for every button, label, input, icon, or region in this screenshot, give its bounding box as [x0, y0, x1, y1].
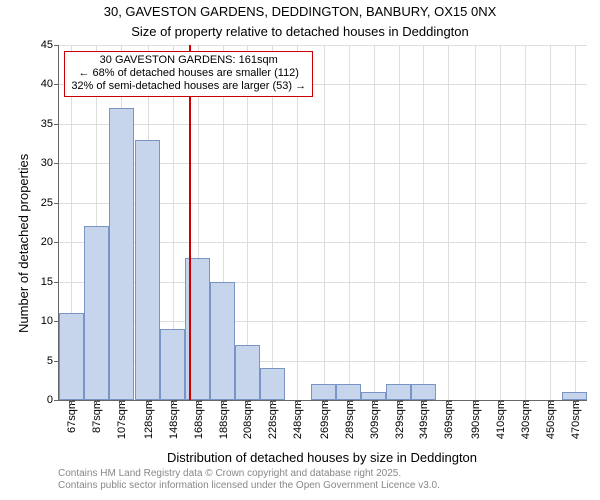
x-tick-mark — [297, 400, 298, 405]
histogram-bar — [109, 108, 134, 400]
annotation-line-3: 32% of semi-detached houses are larger (… — [71, 80, 306, 93]
x-tick-label: 309sqm — [367, 400, 381, 439]
y-tick-mark — [54, 242, 59, 243]
x-tick-mark — [247, 400, 248, 405]
grid-line-vertical — [349, 45, 350, 400]
histogram-bar — [84, 226, 109, 400]
x-tick-label: 107sqm — [114, 400, 128, 439]
x-tick-mark — [198, 400, 199, 405]
histogram-bar — [235, 345, 260, 400]
y-axis-label: Number of detached properties — [16, 153, 31, 332]
annotation-line-2: ← 68% of detached houses are smaller (11… — [71, 67, 306, 80]
grid-line-vertical — [500, 45, 501, 400]
x-tick-label: 450sqm — [543, 400, 557, 439]
histogram-bar — [59, 313, 84, 400]
chart-title-line1: 30, GAVESTON GARDENS, DEDDINGTON, BANBUR… — [0, 0, 600, 20]
x-tick-label: 289sqm — [342, 400, 356, 439]
x-tick-label: 228sqm — [265, 400, 279, 439]
x-tick-mark — [475, 400, 476, 405]
x-tick-mark — [121, 400, 122, 405]
grid-line-vertical — [324, 45, 325, 400]
x-tick-mark — [525, 400, 526, 405]
footer-line-2: Contains public sector information licen… — [58, 480, 440, 492]
histogram-bar — [336, 384, 361, 400]
grid-line-vertical — [475, 45, 476, 400]
y-tick-mark — [54, 203, 59, 204]
x-tick-mark — [223, 400, 224, 405]
x-tick-label: 208sqm — [240, 400, 254, 439]
footer-line-1: Contains HM Land Registry data © Crown c… — [58, 468, 440, 480]
x-tick-mark — [550, 400, 551, 405]
plot-area: 05101520253035404567sqm87sqm107sqm128sqm… — [58, 45, 587, 401]
grid-line-vertical — [374, 45, 375, 400]
x-tick-label: 349sqm — [416, 400, 430, 439]
x-axis-label: Distribution of detached houses by size … — [58, 450, 586, 465]
histogram-bar — [411, 384, 436, 400]
x-tick-label: 269sqm — [317, 400, 331, 439]
chart-title-line2: Size of property relative to detached ho… — [0, 20, 600, 40]
grid-line-vertical — [399, 45, 400, 400]
x-tick-label: 128sqm — [141, 400, 155, 439]
histogram-bar — [361, 392, 386, 400]
y-tick-mark — [54, 163, 59, 164]
grid-line-vertical — [525, 45, 526, 400]
x-tick-label: 248sqm — [290, 400, 304, 439]
x-tick-label: 430sqm — [518, 400, 532, 439]
grid-line-vertical — [550, 45, 551, 400]
y-tick-mark — [54, 400, 59, 401]
histogram-chart: 30, GAVESTON GARDENS, DEDDINGTON, BANBUR… — [0, 0, 600, 500]
x-tick-label: 329sqm — [392, 400, 406, 439]
histogram-bar — [562, 392, 587, 400]
grid-line-vertical — [575, 45, 576, 400]
histogram-bar — [311, 384, 336, 400]
grid-line-vertical — [297, 45, 298, 400]
histogram-bar — [160, 329, 185, 400]
grid-line-vertical — [423, 45, 424, 400]
histogram-bar — [386, 384, 411, 400]
x-tick-mark — [173, 400, 174, 405]
x-tick-mark — [500, 400, 501, 405]
x-tick-mark — [374, 400, 375, 405]
x-tick-mark — [71, 400, 72, 405]
x-tick-label: 188sqm — [216, 400, 230, 439]
grid-line-vertical — [448, 45, 449, 400]
x-tick-mark — [272, 400, 273, 405]
annotation-line-1: 30 GAVESTON GARDENS: 161sqm — [71, 54, 306, 67]
x-tick-mark — [349, 400, 350, 405]
reference-line — [189, 45, 191, 400]
x-tick-mark — [148, 400, 149, 405]
y-tick-mark — [54, 84, 59, 85]
x-tick-mark — [324, 400, 325, 405]
histogram-bar — [210, 282, 235, 400]
grid-line-vertical — [272, 45, 273, 400]
x-tick-label: 168sqm — [191, 400, 205, 439]
y-tick-mark — [54, 282, 59, 283]
x-tick-mark — [399, 400, 400, 405]
x-tick-label: 470sqm — [568, 400, 582, 439]
chart-footer: Contains HM Land Registry data © Crown c… — [58, 468, 440, 492]
x-tick-mark — [575, 400, 576, 405]
annotation-box: 30 GAVESTON GARDENS: 161sqm← 68% of deta… — [64, 51, 313, 97]
x-tick-label: 148sqm — [166, 400, 180, 439]
y-tick-mark — [54, 124, 59, 125]
x-tick-mark — [96, 400, 97, 405]
x-tick-mark — [448, 400, 449, 405]
histogram-bar — [135, 140, 160, 400]
x-tick-label: 369sqm — [441, 400, 455, 439]
x-tick-label: 410sqm — [493, 400, 507, 439]
x-tick-label: 390sqm — [468, 400, 482, 439]
y-tick-mark — [54, 45, 59, 46]
x-tick-mark — [423, 400, 424, 405]
histogram-bar — [260, 368, 285, 400]
